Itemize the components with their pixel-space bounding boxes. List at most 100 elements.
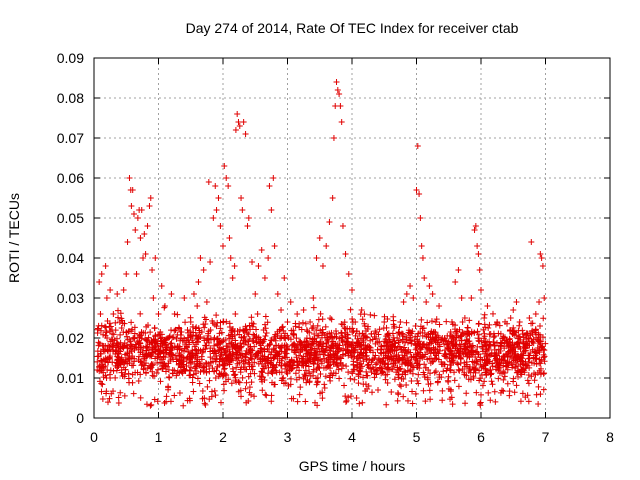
data-point [516,355,523,362]
x-tick-label: 3 [284,429,292,445]
data-point [119,358,126,365]
data-point [110,311,117,317]
data-point [406,330,413,337]
data-point [444,365,451,372]
data-point [482,338,489,345]
data-point [497,343,504,349]
data-point [432,368,439,375]
data-point [540,315,547,322]
data-point [419,255,426,261]
data-point [364,334,371,341]
data-point [474,328,481,335]
data-point [417,329,424,336]
data-point [538,255,545,261]
data-point [498,356,505,363]
data-point [368,359,375,366]
data-point [412,323,419,330]
data-point [420,387,427,394]
data-point [323,340,330,347]
data-point [400,356,407,363]
data-point [271,243,278,249]
data-point [510,307,517,313]
data-point [301,371,308,378]
data-point [217,325,224,332]
data-point [396,381,403,388]
data-point [405,357,412,364]
data-point [216,330,223,337]
data-point [237,387,244,394]
data-point [501,373,508,380]
data-point [489,363,496,370]
data-point [477,354,484,361]
data-point [180,348,187,355]
data-point [282,350,289,357]
y-tick-label: 0.06 [57,170,84,186]
data-point [451,369,458,376]
data-point [403,382,410,389]
data-point [236,347,243,354]
data-point [333,79,340,85]
data-point [104,335,111,342]
data-point [478,287,484,293]
data-point [363,372,370,379]
data-point [357,342,364,349]
data-point [337,103,344,109]
data-point [421,371,428,378]
data-point [325,354,332,361]
data-point [474,349,481,356]
data-point [242,385,249,392]
data-point [341,319,348,326]
data-point [334,87,341,93]
data-point [367,311,374,318]
data-point [253,326,260,333]
data-point [308,347,315,354]
data-point [319,395,326,402]
data-point [221,163,228,169]
data-point [394,397,401,404]
data-point [123,333,130,340]
data-point [360,358,367,365]
data-point [343,363,350,370]
data-point [369,336,376,343]
data-point [390,325,397,332]
data-point [102,324,109,331]
data-point [157,355,164,362]
data-point [249,366,256,373]
data-point [488,378,495,385]
data-point [491,388,498,395]
data-point [240,119,247,125]
data-point [510,375,517,382]
data-point [322,373,329,380]
data-point [412,342,419,349]
data-point [396,324,403,331]
data-point [467,365,474,372]
data-point [412,390,419,397]
data-point [314,402,321,409]
data-point [173,372,180,379]
data-point [390,363,397,369]
data-point [249,323,256,330]
data-point [135,353,142,360]
data-point [452,337,459,344]
data-point [481,357,488,364]
data-point [377,349,384,356]
y-tick-label: 0.05 [57,210,84,226]
data-point [379,368,386,375]
data-point [515,343,522,350]
data-point [355,373,362,380]
data-point [458,295,465,301]
data-point [427,370,434,377]
data-point [540,346,547,353]
data-point [339,223,346,229]
data-point [539,263,546,269]
data-point [357,349,364,356]
data-point [129,187,136,193]
data-point [262,313,269,320]
data-point [143,401,150,408]
data-point [355,339,362,345]
data-point [249,259,256,265]
data-point [149,267,156,273]
data-point [404,397,411,404]
data-point [236,379,243,386]
data-point [107,287,114,293]
